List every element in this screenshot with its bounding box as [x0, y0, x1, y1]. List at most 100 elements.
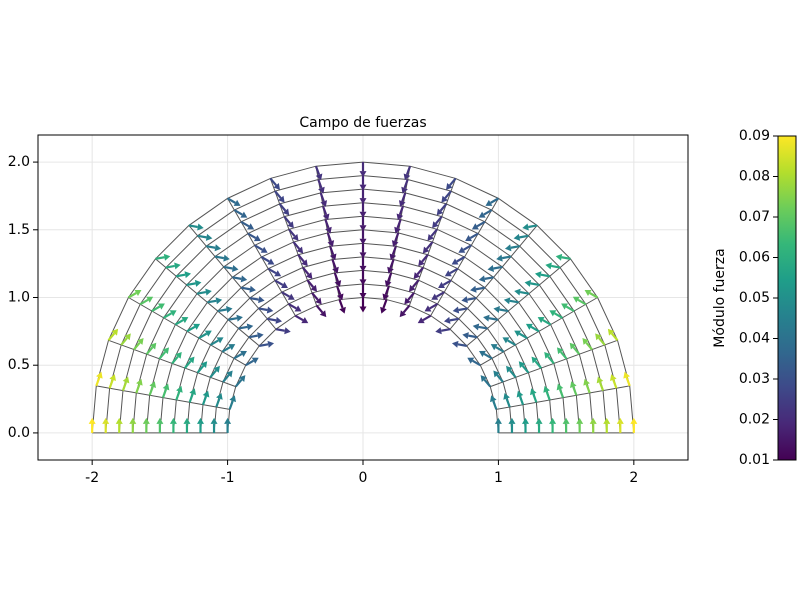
arrow [129, 417, 137, 433]
arrow-shaft [496, 374, 504, 383]
arrow-head [359, 292, 367, 299]
arrow [451, 256, 466, 265]
arrow [359, 189, 367, 205]
arrow-head [194, 279, 202, 287]
arrow-head [301, 259, 308, 267]
arrow-shaft [283, 215, 291, 225]
arrow-shaft [478, 325, 488, 330]
arrow-shaft [288, 228, 296, 237]
arrow-head [216, 392, 223, 400]
arrow [359, 175, 367, 191]
arrow [188, 223, 204, 231]
arrow [331, 259, 339, 274]
arrow-head [359, 171, 367, 178]
arrow-shaft [589, 292, 599, 299]
arrow-head [478, 211, 486, 218]
arrow [534, 271, 550, 279]
arrow-shaft [258, 307, 268, 312]
arrow [556, 347, 568, 360]
arrow [596, 376, 605, 391]
arrow [333, 272, 342, 287]
arrow-shaft [382, 299, 388, 309]
mesh-spoke [108, 339, 236, 388]
arrow [133, 338, 144, 351]
arrow-shaft [439, 203, 448, 212]
arrow [445, 177, 457, 190]
arrow [424, 302, 439, 312]
arrow [502, 337, 517, 346]
arrow [441, 190, 452, 203]
arrow-shaft [483, 209, 493, 216]
arrow [165, 262, 181, 270]
x-tick-label: 2 [629, 470, 638, 486]
arrow-shaft [612, 379, 618, 389]
colorbar-tick-label: 0.02 [739, 412, 770, 428]
arrow-head [438, 281, 445, 288]
arrow-head [115, 417, 123, 424]
arrow-head [562, 417, 570, 424]
arrow-head [231, 265, 239, 272]
arrow-head [549, 310, 557, 317]
arrow [556, 383, 565, 399]
arrow [514, 330, 528, 340]
arrow-shaft [209, 339, 219, 346]
arrow-head [391, 240, 399, 247]
arrow [387, 259, 395, 274]
arrow-head [240, 350, 247, 357]
arrow-head [359, 265, 367, 272]
arrow-head [142, 417, 150, 424]
arrow-head [389, 253, 397, 261]
arrow-shaft [493, 265, 503, 270]
arrow [245, 357, 259, 367]
arrow-head [451, 340, 459, 348]
arrow [489, 395, 498, 410]
arrow-shaft [269, 177, 277, 187]
arrow-shaft [435, 291, 445, 298]
arrow-head [504, 244, 512, 252]
arrow-head [518, 361, 526, 369]
arrow-head [359, 279, 367, 286]
arrow-head [556, 383, 564, 391]
arrow-head [427, 233, 435, 241]
arrow-head [223, 254, 230, 262]
arrow-shaft [501, 255, 512, 260]
arrow [506, 365, 517, 379]
arrow-head [149, 381, 156, 389]
arrow-head [589, 417, 597, 424]
arrow-shaft [625, 377, 631, 387]
arrow-head [584, 289, 592, 297]
arrow-head [537, 317, 545, 324]
arrow [359, 297, 367, 313]
arrow-shaft [490, 197, 499, 204]
arrow [288, 228, 299, 241]
arrow [616, 417, 624, 433]
arrow-head [403, 173, 411, 181]
arrow-shaft [254, 244, 264, 251]
arrow-head [493, 370, 500, 378]
arrow-head [249, 285, 256, 293]
arrow [479, 350, 493, 360]
arrow [576, 417, 584, 433]
arrow [508, 417, 516, 433]
mesh-spoke [490, 339, 618, 388]
arrow-shaft [519, 234, 529, 239]
arrow-shaft [238, 325, 248, 330]
arrow-head [240, 211, 248, 218]
arrow [359, 202, 367, 218]
arrow-head [146, 296, 154, 303]
arrow-head [401, 186, 408, 194]
arrow-shaft [267, 317, 277, 322]
arrow-head [236, 314, 243, 322]
arrow-head [258, 296, 265, 304]
arrow-shaft [196, 290, 207, 295]
arrow-shaft [468, 334, 478, 339]
arrow [321, 205, 330, 221]
arrow-shaft [214, 255, 225, 260]
arrow [359, 270, 367, 286]
arrow-shaft [197, 234, 207, 239]
arrow-head [193, 323, 201, 330]
arrow [197, 233, 213, 241]
arrow-head [413, 272, 421, 279]
arrow [443, 316, 459, 324]
arrow-shaft [422, 314, 432, 322]
